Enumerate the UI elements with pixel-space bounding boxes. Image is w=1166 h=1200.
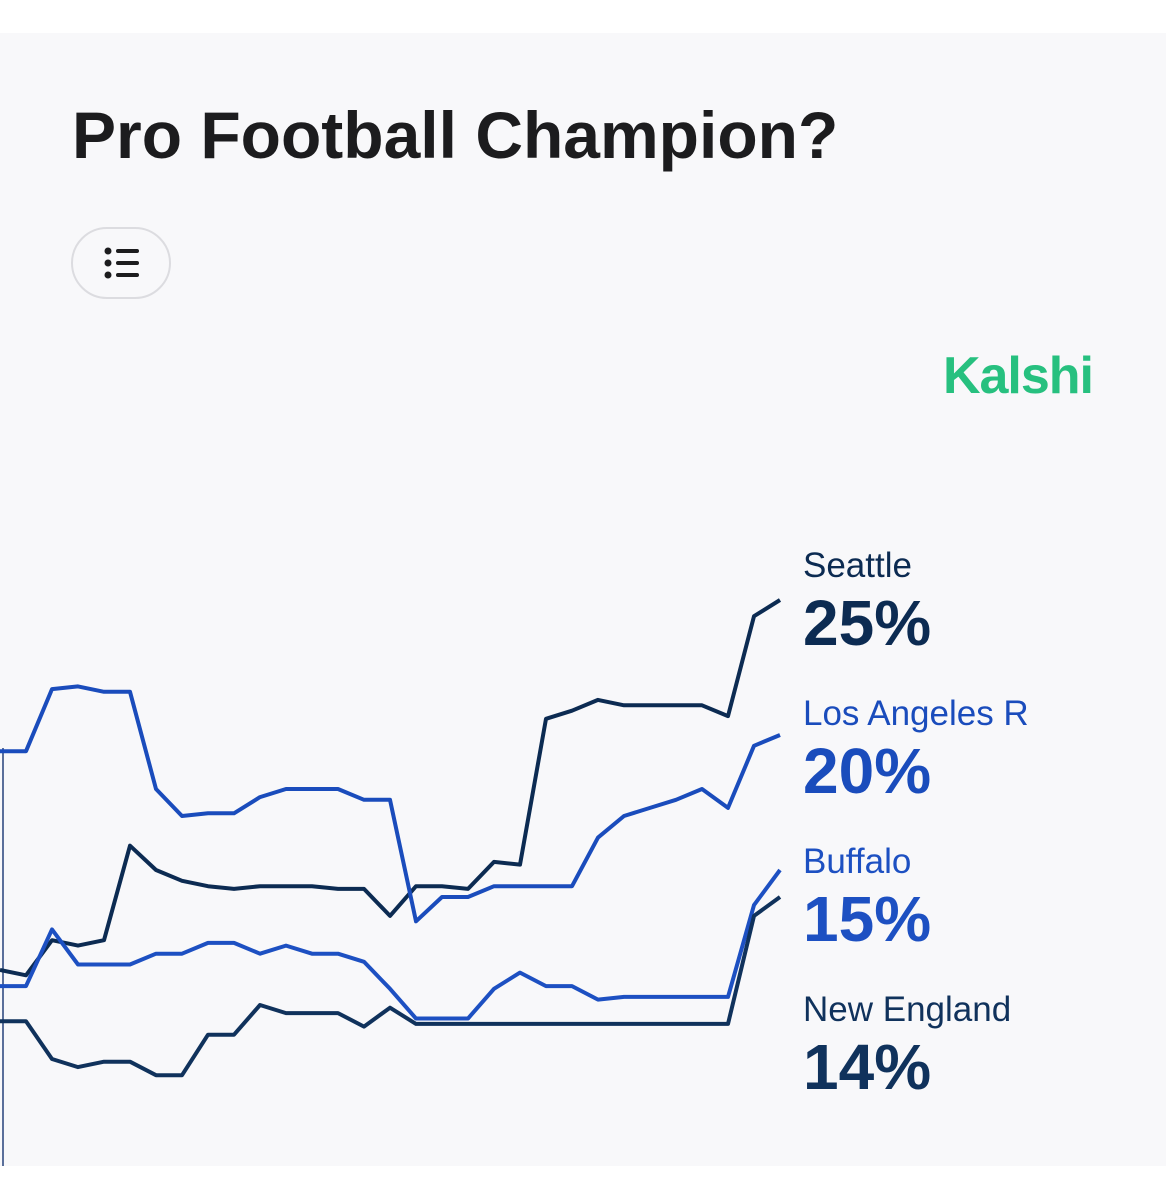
top-bar (0, 0, 1166, 33)
legend-name: New England (803, 990, 1011, 1029)
legend-name: Los Angeles R (803, 694, 1029, 733)
legend-value: 25% (803, 587, 931, 659)
legend-name: Buffalo (803, 842, 911, 881)
legend-name: Seattle (803, 546, 912, 585)
card (0, 33, 1166, 1166)
brand: Kalshi (943, 347, 1093, 405)
title: Pro Football Champion? (72, 98, 838, 172)
legend-value: 14% (803, 1031, 931, 1103)
series-line (0, 684, 781, 924)
series-line (0, 895, 782, 1078)
series-line (0, 868, 782, 1021)
list-button[interactable] (71, 227, 171, 299)
list-icon[interactable] (104, 247, 140, 279)
bottom-bar (0, 1166, 1166, 1200)
series-line (0, 598, 782, 978)
legend-value: 20% (803, 735, 931, 807)
legend-value: 15% (803, 883, 931, 955)
